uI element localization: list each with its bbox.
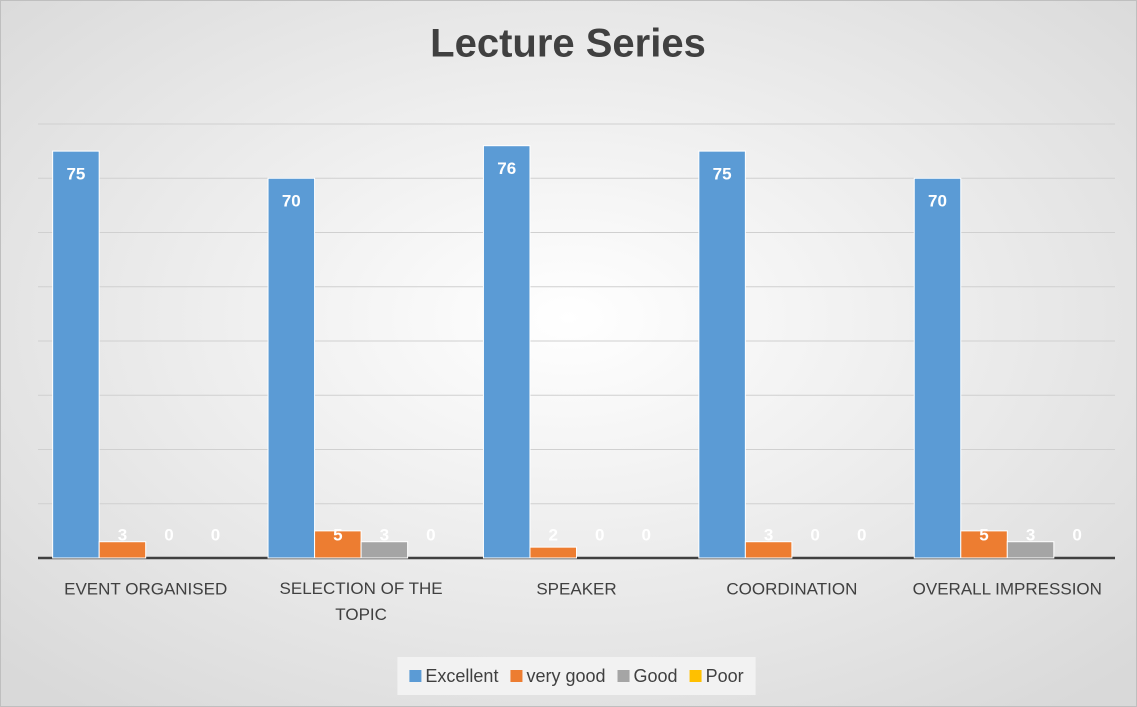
legend-swatch <box>617 670 630 682</box>
legend: Excellent very good Good Poor <box>397 657 756 695</box>
bar <box>267 177 316 559</box>
x-tick-label-line: TOPIC <box>335 605 387 624</box>
legend-swatch <box>689 670 702 682</box>
data-label: 0 <box>1072 525 1081 544</box>
legend-swatch <box>510 670 523 682</box>
data-label: 70 <box>282 192 301 211</box>
bar <box>52 150 100 559</box>
chart-title: Lecture Series <box>430 22 706 66</box>
bar <box>960 530 1008 559</box>
bar <box>314 530 362 559</box>
bar <box>529 546 577 559</box>
data-label: 0 <box>211 525 220 544</box>
data-label: 3 <box>764 525 773 544</box>
legend-swatch <box>409 670 422 682</box>
data-label: 70 <box>928 192 947 211</box>
data-label: 0 <box>164 525 173 544</box>
data-label: 5 <box>333 525 342 544</box>
data-label: 3 <box>1026 525 1035 544</box>
data-label: 0 <box>642 525 651 544</box>
bar <box>98 541 147 559</box>
legend-label: very good <box>526 666 605 686</box>
data-label: 0 <box>810 525 819 544</box>
x-tick-label: SPEAKER <box>536 579 616 598</box>
legend-label: Good <box>634 666 678 686</box>
data-label: 0 <box>857 525 866 544</box>
data-label: 76 <box>497 159 516 178</box>
bar <box>913 177 962 559</box>
x-tick-label: COORDINATION <box>726 579 857 598</box>
bar <box>698 150 746 559</box>
x-tick-label-line: SELECTION OF THE <box>280 579 443 598</box>
data-label: 5 <box>979 525 988 544</box>
bar <box>1006 541 1055 559</box>
data-label: 75 <box>66 165 85 184</box>
data-label: 75 <box>713 165 732 184</box>
data-label: 3 <box>380 525 389 544</box>
x-tick-label: EVENT ORGANISED <box>64 579 227 598</box>
data-label: 3 <box>118 525 127 544</box>
legend-label: Poor <box>706 666 744 686</box>
data-label: 0 <box>426 525 435 544</box>
x-tick-label: SELECTION OF THE TOPIC <box>280 579 443 624</box>
bar <box>360 541 409 559</box>
x-tick-label: OVERALL IMPRESSION <box>913 579 1102 598</box>
bar <box>482 145 531 559</box>
data-label: 2 <box>549 525 558 544</box>
legend-label: Excellent <box>425 666 498 686</box>
bar <box>744 541 793 559</box>
data-label: 0 <box>595 525 604 544</box>
